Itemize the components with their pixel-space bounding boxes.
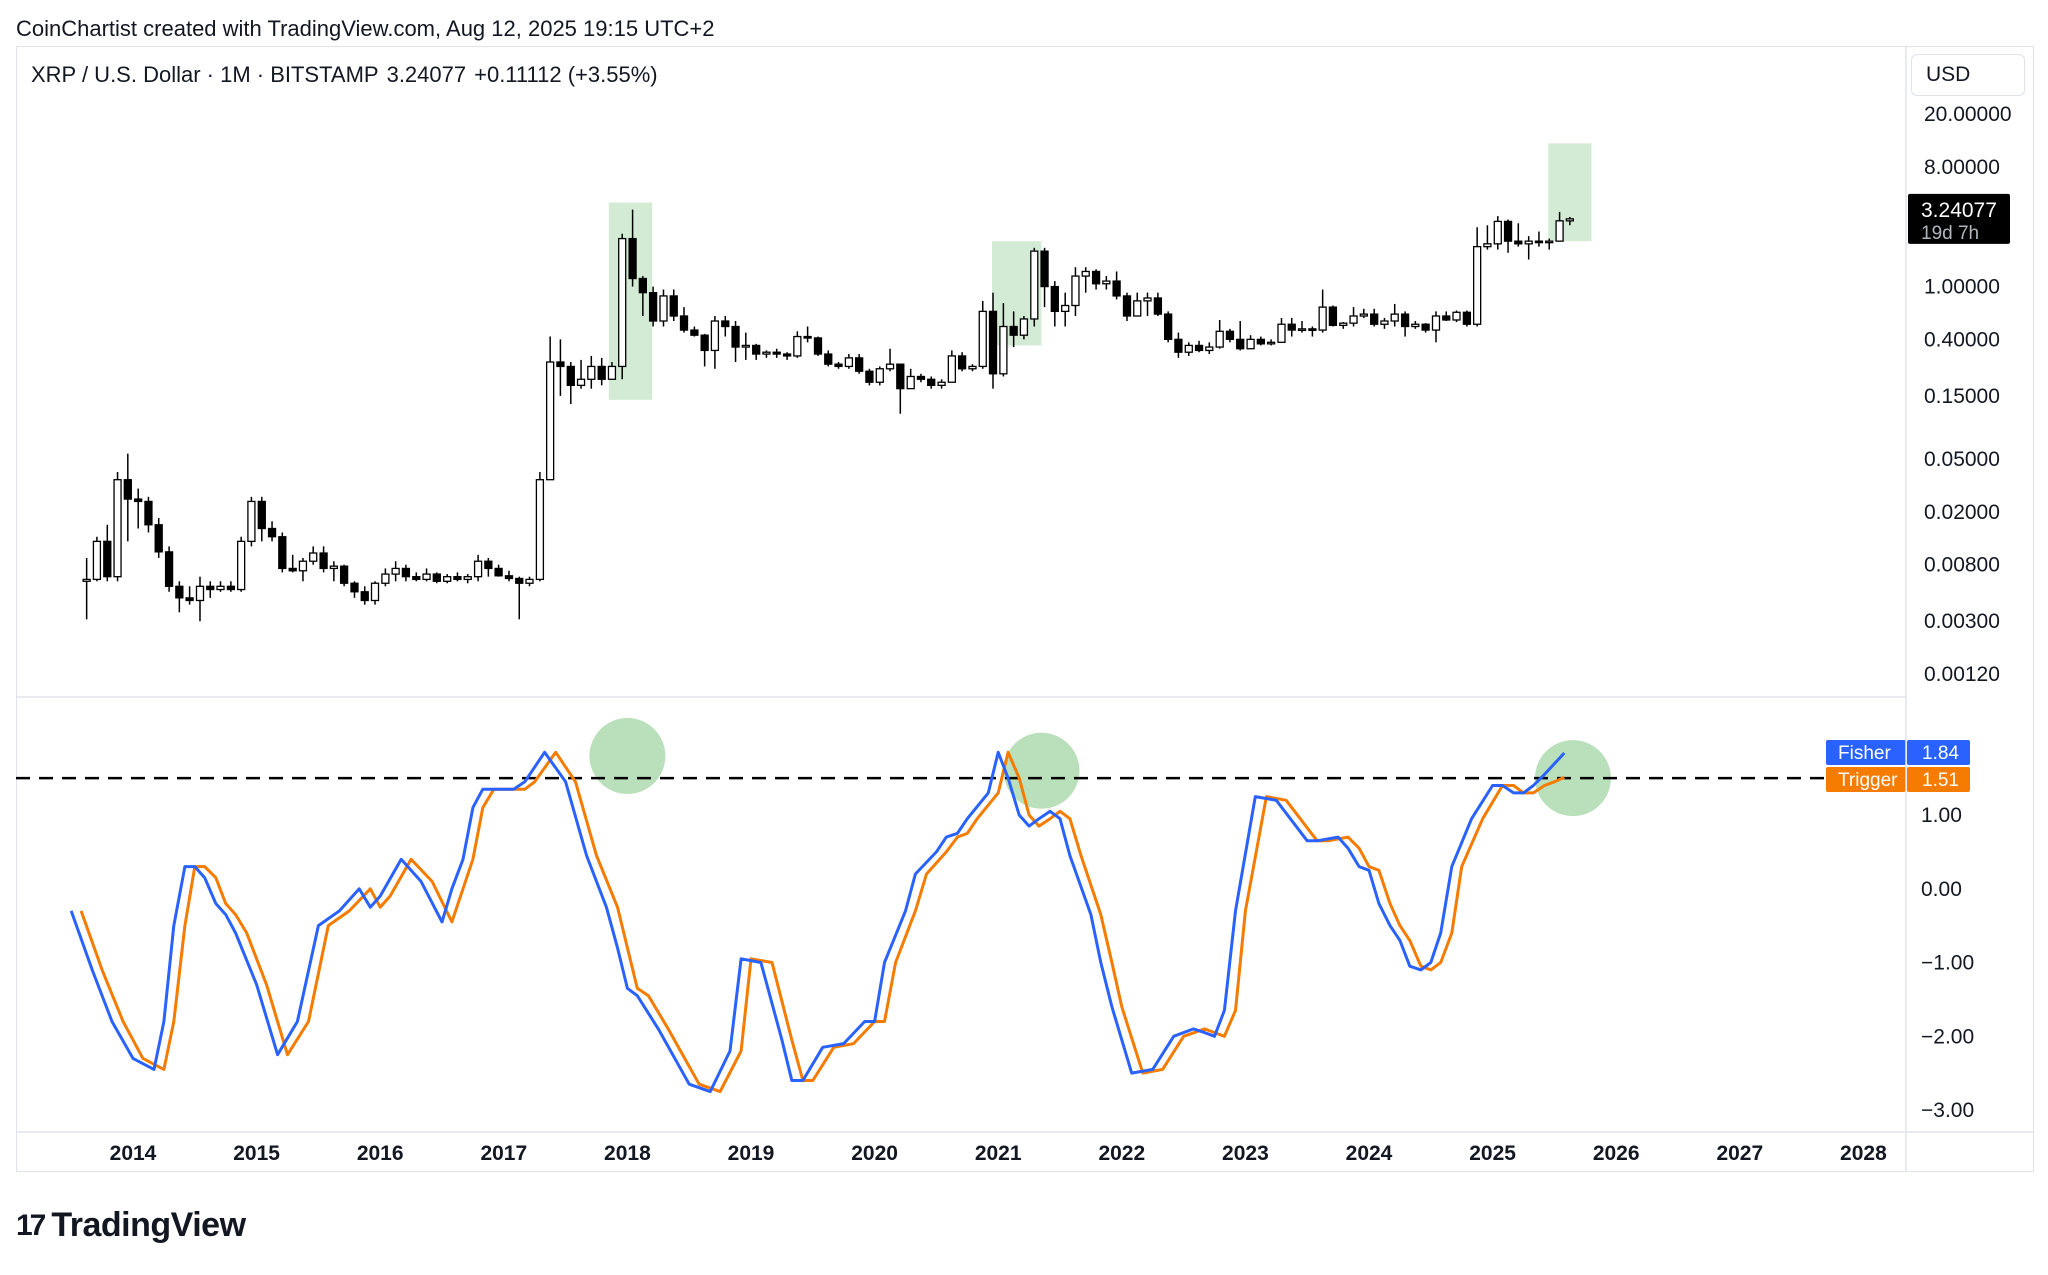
symbol-price: 3.24077 <box>386 62 467 87</box>
tradingview-logo-text: TradingView <box>51 1206 246 1244</box>
symbol-change: +0.11112 (+3.55%) <box>474 62 658 87</box>
currency-selector[interactable]: USD <box>1911 54 2025 96</box>
symbol-legend[interactable]: XRP / U.S. Dollar · 1M · BITSTAMP 3.24077… <box>31 62 666 88</box>
symbol-name: XRP / U.S. Dollar · 1M · BITSTAMP <box>31 62 379 87</box>
chart-frame <box>16 46 2034 1172</box>
chart-credit: CoinChartist created with TradingView.co… <box>16 16 715 41</box>
tradingview-logo[interactable]: 17 TradingView <box>16 1206 246 1245</box>
tradingview-logo-icon: 17 <box>16 1208 46 1242</box>
